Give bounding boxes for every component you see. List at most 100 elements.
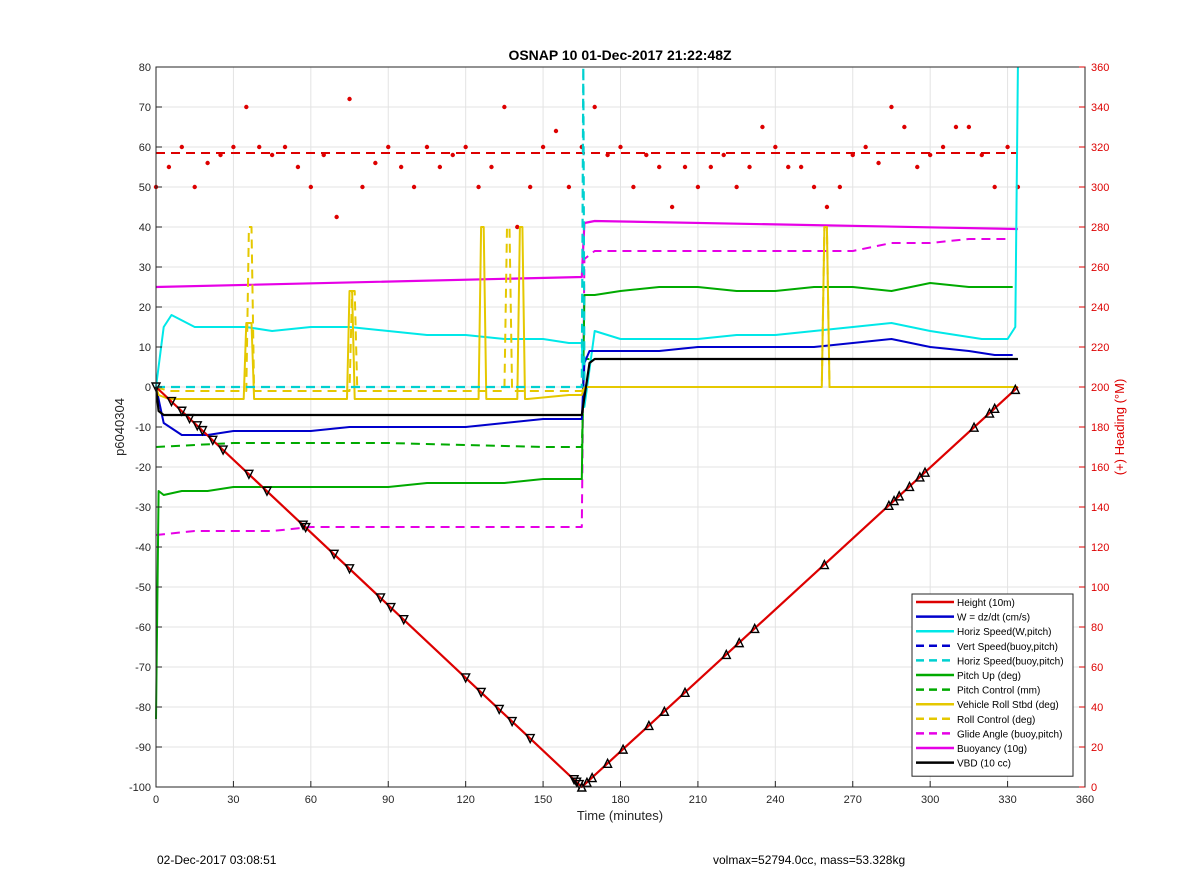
- height-marker: [679, 686, 691, 698]
- height-marker: [989, 402, 1000, 414]
- heading-point: [502, 104, 507, 110]
- heading-point: [721, 152, 726, 158]
- legend-label-3: Vert Speed(buoy,pitch): [957, 642, 1058, 653]
- y2-tick-label: 140: [1091, 502, 1109, 514]
- height-marker: [344, 564, 355, 575]
- height-marker: [894, 490, 905, 501]
- heading-point: [553, 128, 559, 134]
- heading-point: [850, 152, 855, 158]
- legend-label-2: Horiz Speed(W,pitch): [957, 627, 1051, 638]
- heading-point: [527, 184, 533, 190]
- heading-point: [592, 104, 597, 110]
- y2-tick-label: 100: [1091, 582, 1109, 594]
- heading-point: [992, 184, 997, 190]
- heading-point: [631, 184, 636, 190]
- y2-tick-label: 80: [1091, 622, 1103, 634]
- series-line-11: [154, 357, 1018, 417]
- heading-point: [463, 144, 468, 150]
- x-tick-label: 120: [456, 794, 474, 806]
- series-line-7: [155, 226, 1018, 400]
- height-marker: [581, 776, 593, 787]
- footer-timestamp: 02-Dec-2017 03:08:51: [157, 853, 277, 867]
- heading-point: [282, 144, 288, 150]
- series-line-1: [155, 338, 1013, 436]
- heading-point: [966, 124, 972, 130]
- y-tick-label: 30: [139, 262, 151, 274]
- x-tick-label: 270: [844, 794, 862, 806]
- height-marker: [176, 406, 187, 417]
- y2-tick-label: 180: [1091, 422, 1109, 434]
- series-line-8: [155, 226, 1018, 392]
- y2-tick-label: 20: [1091, 742, 1103, 754]
- heading-point: [863, 144, 868, 150]
- y2-tick-label: 260: [1091, 262, 1109, 274]
- y2-axis-label: (+) Heading (°M): [1112, 379, 1127, 476]
- heading-point: [695, 184, 701, 190]
- x-tick-label: 360: [1076, 794, 1094, 806]
- series-line-4: [156, 65, 586, 389]
- y-tick-label: 20: [139, 302, 151, 314]
- heading-point: [489, 164, 494, 170]
- x-tick-label: 0: [153, 794, 159, 806]
- height-marker: [968, 421, 980, 432]
- y2-tick-label: 200: [1091, 382, 1109, 394]
- heading-point: [295, 164, 301, 170]
- height-marker: [914, 471, 925, 482]
- height-marker: [984, 407, 995, 418]
- heading-point: [682, 164, 688, 170]
- height-marker: [602, 757, 613, 769]
- left-axis-ticks: -100-90-80-70-60-50-40-30-20-10010203040…: [129, 62, 162, 794]
- x-axis-label: Time (minutes): [577, 808, 663, 823]
- legend: Height (10m) W = dz/dt (cm/s) Horiz Speed(…: [911, 593, 1074, 777]
- height-marker: [328, 549, 340, 560]
- y2-tick-label: 120: [1091, 542, 1109, 554]
- height-marker: [819, 558, 830, 570]
- chart-title: OSNAP 10 01-Dec-2017 21:22:48Z: [508, 47, 732, 63]
- y2-tick-label: 280: [1091, 222, 1109, 234]
- y2-tick-label: 40: [1091, 702, 1103, 714]
- heading-point: [618, 144, 623, 150]
- y2-tick-label: 60: [1091, 662, 1103, 674]
- heading-point: [269, 152, 275, 158]
- legend-label-1: W = dz/dt (cm/s): [957, 613, 1030, 624]
- x-tick-label: 240: [766, 794, 784, 806]
- height-marker: [300, 522, 311, 534]
- y-tick-label: 70: [139, 102, 151, 114]
- heading-point: [205, 160, 210, 166]
- legend-box: [911, 593, 1074, 777]
- heading-point: [424, 144, 430, 150]
- heading-point: [837, 184, 843, 190]
- y-tick-label: -20: [135, 462, 151, 474]
- height-marker: [643, 719, 655, 731]
- height-marker: [571, 777, 582, 788]
- heading-point: [1005, 144, 1010, 150]
- legend-label-5: Pitch Up (deg): [957, 671, 1021, 682]
- y-tick-label: -40: [135, 542, 151, 554]
- y-tick-label: -10: [135, 422, 151, 434]
- y-tick-label: 60: [139, 142, 151, 154]
- height-marker: [166, 396, 177, 408]
- heading-point: [231, 144, 236, 150]
- height-marker: [494, 704, 505, 715]
- heading-point: [360, 184, 365, 190]
- y-tick-label: -50: [135, 582, 151, 594]
- heading-point: [321, 152, 326, 158]
- height-marker: [734, 637, 745, 648]
- height-marker: [460, 673, 471, 684]
- heading-point: [476, 184, 481, 190]
- heading-point: [824, 204, 830, 210]
- height-marker: [476, 687, 487, 699]
- heading-point: [734, 184, 739, 190]
- heading-point: [644, 152, 649, 158]
- height-marker: [217, 445, 229, 456]
- height-marker: [297, 520, 309, 531]
- right-axis-ticks: 0 20 40 60 80 100 120 140 160 180 200 220 240 260 280 3…: [1079, 62, 1109, 794]
- height-marker: [184, 413, 195, 425]
- x-tick-label: 30: [227, 794, 239, 806]
- y-tick-label: 50: [139, 182, 151, 194]
- y2-tick-label: 300: [1091, 182, 1109, 194]
- heading-point: [257, 144, 262, 150]
- legend-label-4: Horiz Speed(buoy,pitch): [957, 656, 1064, 667]
- heading-point: [566, 184, 572, 190]
